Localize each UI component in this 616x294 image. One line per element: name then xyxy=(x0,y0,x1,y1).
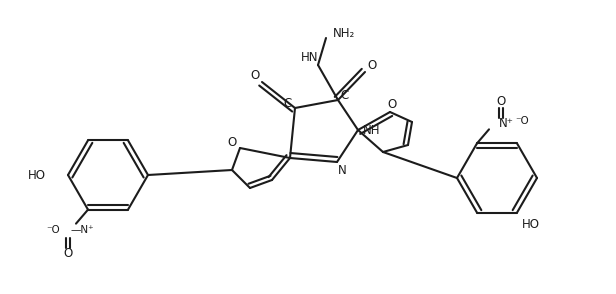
Text: N⁺: N⁺ xyxy=(499,117,514,130)
Text: O: O xyxy=(227,136,237,148)
Text: N: N xyxy=(338,163,346,176)
Text: ⁻O: ⁻O xyxy=(46,225,60,235)
Text: —N⁺: —N⁺ xyxy=(70,225,94,235)
Text: O: O xyxy=(387,98,397,111)
Text: NH₂: NH₂ xyxy=(333,26,355,39)
Text: HO: HO xyxy=(522,218,540,231)
Text: O: O xyxy=(250,69,259,81)
Text: HO: HO xyxy=(28,168,46,181)
Text: HN: HN xyxy=(301,51,318,64)
Text: O: O xyxy=(63,247,73,260)
Text: C: C xyxy=(340,88,348,101)
Text: O: O xyxy=(367,59,376,71)
Text: ⁻O: ⁻O xyxy=(515,116,529,126)
Text: C: C xyxy=(283,96,291,109)
Text: O: O xyxy=(496,95,506,108)
Text: NH: NH xyxy=(363,123,381,136)
